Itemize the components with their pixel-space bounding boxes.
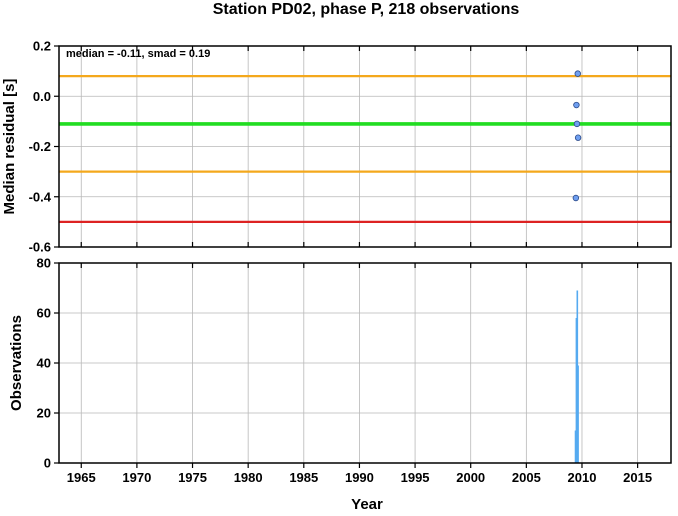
- observations-ticks: [54, 262, 639, 468]
- observations-y-tick-label: 40: [37, 356, 51, 371]
- x-tick-label: 1975: [178, 470, 207, 485]
- observations-panel: 0 20 40 60 80 1965 1970 1975 1980 1985 1990 1995 20…: [8, 256, 672, 513]
- residual-point: [573, 101, 580, 109]
- x-tick-label: 2015: [623, 470, 652, 485]
- residual-y-tick-label: -0.2: [29, 139, 51, 154]
- chart-title: Station PD02, phase P, 218 observations: [213, 1, 520, 18]
- residual-point: [574, 134, 582, 141]
- x-tick-label: 1965: [67, 470, 96, 485]
- residual-y-tick-label: -0.4: [29, 189, 52, 204]
- observations-y-tick-label: 20: [37, 406, 51, 421]
- residual-panel: -0.6 -0.4 -0.2 0.0 0.2 median = -0.11, smad …: [1, 39, 672, 255]
- residual-y-tick-label: -0.6: [29, 240, 51, 255]
- x-tick-labels: 1965 1970 1975 1980 1985 1990 1995 2000 2005 2010…: [67, 470, 652, 485]
- residual-y-tick-label: 0.0: [33, 89, 51, 104]
- x-tick-label: 1980: [234, 470, 263, 485]
- residual-y-axis-label: Median residual [s]: [1, 79, 18, 215]
- observations-bars: [574, 290, 579, 463]
- x-axis-label: Year: [351, 496, 383, 511]
- residual-annotation: median = -0.11, smad = 0.19: [66, 48, 210, 60]
- x-tick-label: 1970: [122, 470, 151, 485]
- residual-reference-lines: [59, 75, 671, 223]
- residual-point: [572, 194, 580, 202]
- x-tick-label: 2010: [568, 470, 597, 485]
- observations-y-tick-label: 80: [37, 256, 51, 271]
- x-tick-label: 2005: [512, 470, 541, 485]
- x-tick-label: 1985: [289, 470, 318, 485]
- x-tick-label: 1995: [401, 470, 430, 485]
- observation-bar: [577, 365, 579, 463]
- residual-point: [573, 120, 581, 128]
- residual-point: [574, 70, 581, 77]
- residual-ticks: [54, 45, 639, 248]
- observations-y-tick-label: 60: [37, 306, 51, 321]
- observations-y-tick-label: 0: [44, 456, 51, 471]
- residual-y-tick-label: 0.2: [33, 39, 51, 54]
- x-tick-label: 2000: [456, 470, 485, 485]
- residual-points: [572, 70, 582, 202]
- observation-bar: [575, 318, 578, 463]
- observations-grid: [59, 262, 671, 464]
- x-tick-label: 1990: [345, 470, 374, 485]
- observations-y-tick-labels: 0 20 40 60 80: [37, 256, 51, 471]
- observations-y-axis-label: Observations: [8, 315, 25, 411]
- residual-y-tick-labels: -0.6 -0.4 -0.2 0.0 0.2: [29, 39, 52, 255]
- observation-bar: [574, 430, 577, 463]
